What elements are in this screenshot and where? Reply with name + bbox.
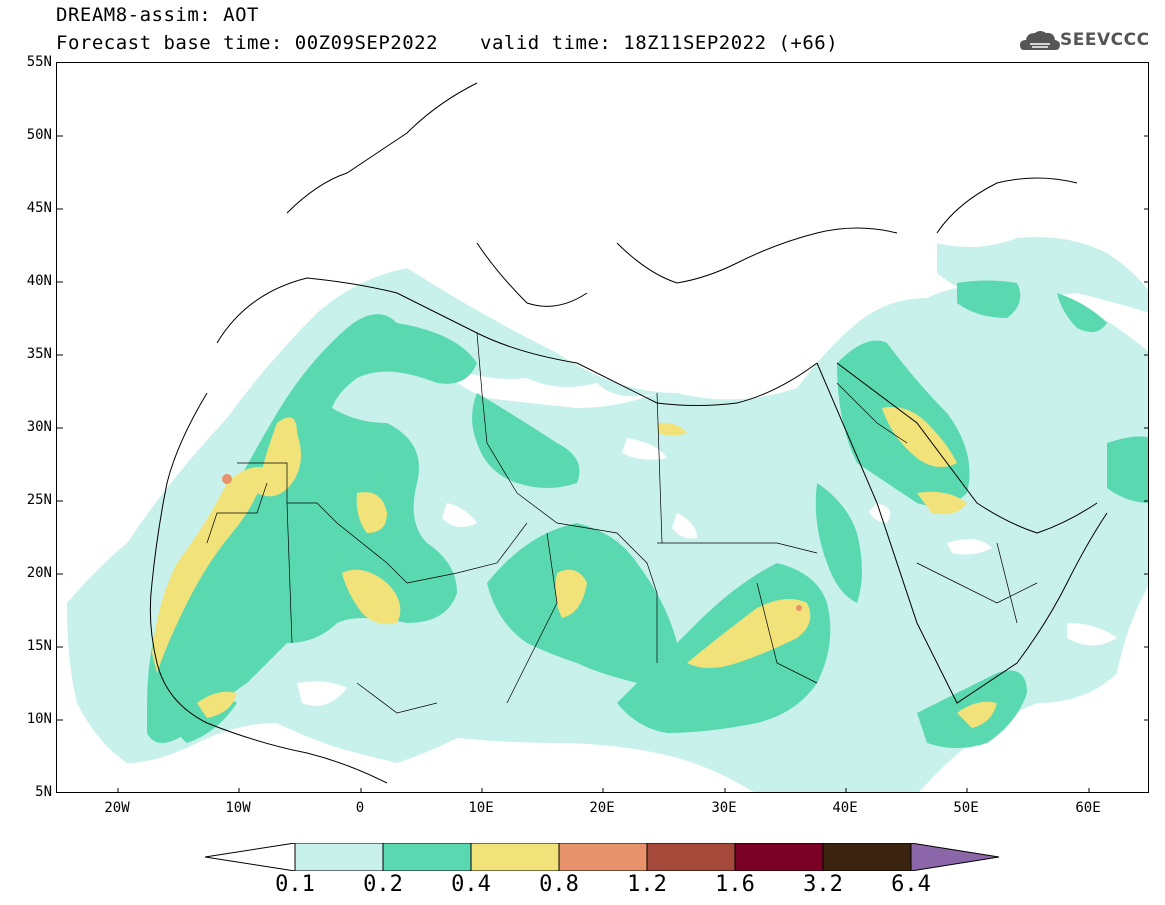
map-title: DREAM8-assim: AOT — [56, 4, 259, 26]
colorbar-segment-0.1 — [294, 843, 384, 871]
lat-label: 50N — [26, 127, 52, 143]
colorbar-high-arrow — [910, 843, 1000, 871]
aot-class-0.8-region — [222, 474, 802, 611]
colorbar-segment-0.8 — [558, 843, 648, 871]
colorbar-low-arrow — [205, 843, 296, 871]
lon-label: 30E — [711, 800, 737, 816]
colorbar-segment-1.2 — [646, 843, 736, 871]
coastlines — [149, 82, 1108, 784]
logo-text: SEEVCCC — [1060, 30, 1150, 50]
lat-ticks — [57, 135, 1148, 721]
colorbar-label: 0.2 — [363, 872, 403, 897]
aot-clear-region — [297, 363, 1117, 706]
lon-ticks — [117, 788, 1090, 792]
lat-label: 5N — [35, 784, 52, 800]
lat-label: 55N — [26, 54, 52, 70]
lat-label: 20N — [26, 565, 52, 581]
lat-label: 10N — [26, 711, 52, 727]
lat-label: 30N — [26, 419, 52, 435]
lat-label: 15N — [26, 638, 52, 654]
colorbar-label: 1.6 — [715, 872, 755, 897]
colorbar-label: 0.8 — [539, 872, 579, 897]
colorbar-label: 0.1 — [275, 872, 315, 897]
colorbar-label: 0.4 — [451, 872, 491, 897]
lat-label: 35N — [26, 346, 52, 362]
forecast-base-time: Forecast base time: 00Z09SEP2022 — [56, 32, 439, 54]
lon-label: 0 — [355, 800, 365, 816]
lat-label: 25N — [26, 492, 52, 508]
colorbar-segment-3.2 — [822, 843, 912, 871]
colorbar-label: 3.2 — [803, 872, 843, 897]
aot-map — [56, 62, 1149, 793]
colorbar-segment-1.6 — [734, 843, 824, 871]
valid-time: valid time: 18Z11SEP2022 (+66) — [480, 32, 839, 54]
colorbar-segment-0.2 — [382, 843, 472, 871]
aot-class-0.4-region — [152, 407, 997, 728]
cloud-logo-icon — [1020, 31, 1060, 50]
country-borders — [206, 332, 1038, 714]
lat-label: 40N — [26, 273, 52, 289]
lon-label: 40E — [832, 800, 858, 816]
lon-label: 20W — [104, 800, 130, 816]
lon-label: 60E — [1075, 800, 1101, 816]
lon-label: 50E — [953, 800, 979, 816]
lon-label: 20E — [589, 800, 615, 816]
colorbar — [205, 843, 1000, 871]
lon-label: 10E — [468, 800, 494, 816]
lat-label: 45N — [26, 200, 52, 216]
lon-label: 10W — [225, 800, 251, 816]
colorbar-label: 6.4 — [891, 872, 931, 897]
colorbar-segment-0.4 — [470, 843, 560, 871]
colorbar-label: 1.2 — [627, 872, 667, 897]
